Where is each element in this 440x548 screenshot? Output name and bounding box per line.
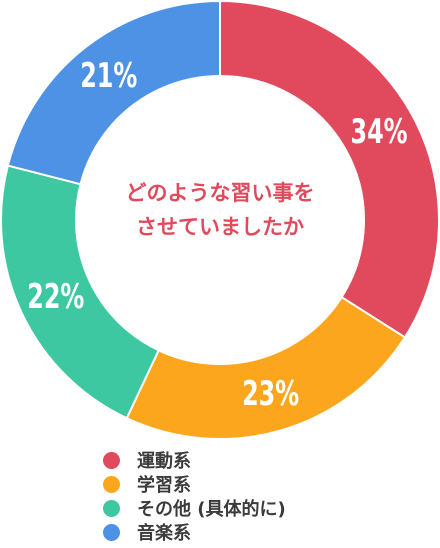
slice-music <box>6 0 221 186</box>
legend-swatch-music <box>103 523 120 541</box>
value-label-sports: 34% <box>350 113 407 152</box>
legend-label-other: その他 (具体的に) <box>137 499 286 520</box>
slice-other <box>0 164 161 420</box>
slice-study <box>125 295 407 440</box>
legend-label-music: 音楽系 <box>137 523 191 544</box>
legend-item-study: 学習系 <box>103 472 433 496</box>
legend-item-other: その他 (具体的に) <box>103 496 433 520</box>
chart-title-line-2: させていましたか <box>136 215 304 239</box>
value-label-music: 21% <box>80 57 137 96</box>
legend-swatch-study <box>103 475 120 493</box>
legend: 運動系 学習系 その他 (具体的に) 音楽系 <box>103 448 433 544</box>
value-labels: 34% 23% 22% 21% <box>27 57 407 414</box>
legend-item-music: 音楽系 <box>103 520 433 544</box>
value-label-study: 23% <box>242 375 299 414</box>
legend-label-sports: 運動系 <box>137 451 191 472</box>
value-label-other: 22% <box>27 278 84 317</box>
legend-swatch-sports <box>103 451 120 469</box>
legend-swatch-other <box>103 499 120 517</box>
legend-item-sports: 運動系 <box>103 448 433 472</box>
donut-slices <box>0 0 440 440</box>
legend-label-study: 学習系 <box>137 475 191 496</box>
chart-title: どのような習い事を させていましたか <box>90 176 350 244</box>
slice-sports <box>219 0 440 339</box>
donut-chart: 34% 23% 22% 21% <box>0 0 440 440</box>
chart-title-line-1: どのような習い事を <box>125 181 315 205</box>
